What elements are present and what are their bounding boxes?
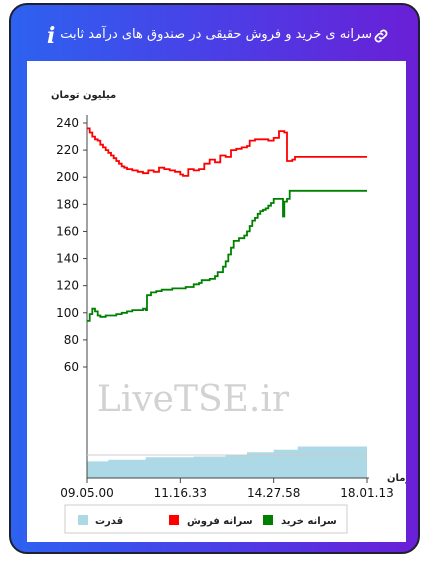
watermark: LiveTSE.ir xyxy=(97,379,290,420)
y-tick-label: 220 xyxy=(56,143,79,157)
series-line-1 xyxy=(87,189,367,322)
info-icon[interactable]: i xyxy=(47,23,56,49)
chart-card: i سرانه ی خرید و فروش حقیقی در صندوق های… xyxy=(9,3,420,554)
chart-title: سرانه ی خرید و فروش حقیقی در صندوق های د… xyxy=(60,27,372,42)
y-tick-label: 100 xyxy=(56,306,79,320)
legend-swatch xyxy=(169,515,179,525)
chart-svg: میلیون تومان LiveTSE.ir زمان 60 80 100 120 1… xyxy=(51,90,411,534)
x-tick-label: 09.05.00 xyxy=(60,486,113,500)
legend-label[interactable]: قدرت xyxy=(95,516,123,527)
legend-swatch xyxy=(263,515,273,525)
legend-label[interactable]: سرانه فروش xyxy=(187,516,253,527)
y-tick-label: 80 xyxy=(64,333,79,347)
x-axis-label: زمان xyxy=(387,473,406,484)
y-tick-label: 60 xyxy=(64,360,79,374)
y-tick-label: 240 xyxy=(56,116,79,130)
legend-label[interactable]: سرانه خرید xyxy=(281,516,337,527)
y-tick-label: 180 xyxy=(56,197,79,211)
y-tick-label: 160 xyxy=(56,224,79,238)
y-axis-label: میلیون تومان xyxy=(51,90,116,101)
x-tick-label: 14.27.58 xyxy=(247,486,300,500)
series-line-0 xyxy=(87,127,367,177)
legend-swatch xyxy=(78,515,88,525)
chart-panel: میلیون تومان LiveTSE.ir زمان 60 80 100 120 1… xyxy=(27,61,411,542)
y-tick-label: 200 xyxy=(56,170,79,184)
header: i سرانه ی خرید و فروش حقیقی در صندوق های… xyxy=(11,5,418,63)
legend-box xyxy=(64,504,348,534)
power-area xyxy=(87,446,367,478)
y-tick-label: 120 xyxy=(56,279,79,293)
link-icon[interactable] xyxy=(372,27,390,45)
x-tick-label: 11.16.33 xyxy=(154,486,207,500)
x-tick-label: 18.01.13 xyxy=(340,486,393,500)
y-tick-label: 140 xyxy=(56,252,79,266)
